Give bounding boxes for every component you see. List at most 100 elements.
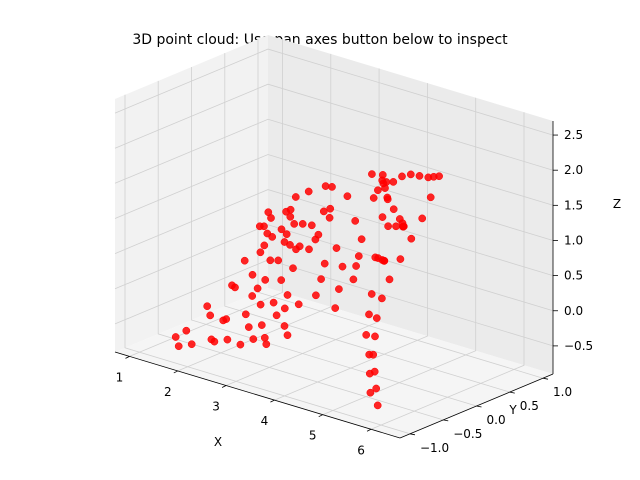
data-point [395,215,404,223]
x-tick-mark [173,370,178,374]
x-tick-label: 6 [357,443,365,457]
x-axis-label: X [214,435,222,449]
data-point [307,221,316,230]
data-point [292,245,300,254]
data-point [206,311,215,320]
chart-title: 3D point cloud: Use pan axes button belo… [132,32,508,48]
data-point [231,283,239,292]
data-point [280,304,289,313]
z-tick-label: 1.0 [564,233,583,247]
x-tick-label: 1 [116,370,124,384]
data-point [319,207,328,216]
data-point [369,194,378,202]
data-point [280,322,289,330]
x-tick-label: 4 [261,414,269,428]
z-tick-label: 2.0 [564,163,583,177]
data-point [240,256,249,265]
data-point [174,342,183,351]
data-point [378,213,387,221]
gridlines [114,39,554,435]
data-point [382,178,391,186]
data-point [286,205,295,214]
data-point [389,178,398,186]
data-point [203,302,212,311]
gridline-z [114,189,554,276]
data-point [261,276,270,284]
y-tick-label: −1.0 [420,441,449,455]
data-point [266,256,275,265]
x-tick-mark [270,399,275,403]
data-point [277,276,286,284]
data-point [396,255,405,263]
y-tick-mark [476,405,482,408]
data-point [371,332,379,341]
data-points [171,170,443,410]
data-point [236,340,245,349]
data-point [314,230,323,239]
x-tick-label: 2 [164,385,172,399]
z-tick-label: 0.5 [564,269,583,283]
data-point [260,333,269,342]
data-point [291,193,300,201]
data-point [286,212,295,221]
x-axis-line [114,351,401,439]
data-point [171,333,180,341]
data-point [435,172,443,181]
data-point [312,291,320,300]
data-point [328,183,336,191]
data-point [383,193,392,202]
data-point [253,284,262,293]
data-point [222,315,231,323]
data-point [349,275,358,284]
data-point [371,253,380,262]
data-point [372,314,381,322]
data-point [357,235,366,244]
data-point [274,256,283,265]
data-point [286,241,294,249]
x-tick-mark [221,385,227,388]
data-point [343,192,352,201]
z-tick-label: 2.5 [564,128,583,142]
data-point [385,275,394,284]
data-point [244,323,253,331]
gridline-z [114,154,554,241]
y-tick-label: 1.0 [553,385,572,399]
x-tick-mark [366,428,372,432]
x-tick-label: 5 [309,429,317,443]
data-point [415,172,424,180]
data-point [418,214,427,223]
data-point [374,186,382,195]
data-point [255,222,264,231]
y-tick-mark [542,377,549,380]
gridline-z [114,48,554,136]
data-point [262,340,271,349]
data-point [283,291,292,299]
data-point [331,304,340,312]
data-point [378,294,386,303]
x-tick-mark [318,414,323,418]
data-point [248,292,257,300]
data-point [367,290,376,298]
z-tick-label: −0.5 [564,339,593,353]
data-point [223,335,232,344]
axis-ticks: 1 2 3 4 5 6 −1.0 −0.5 0.0 0.5 1.0 −0.5 0.0 0.5 1.0 1.5 2… [116,128,593,457]
data-point [398,172,406,181]
data-point [269,298,278,307]
data-point [368,170,376,178]
data-point [290,220,299,228]
data-point [320,259,329,268]
data-point [289,264,297,273]
data-point [426,193,435,202]
data-point [257,321,266,329]
data-point [317,275,325,283]
data-point [335,285,343,293]
data-point [282,230,291,239]
data-point [182,326,191,335]
data-point [354,252,363,260]
data-point [321,182,330,190]
gridline-z [114,118,554,206]
data-point [372,384,381,393]
data-point [248,270,257,279]
